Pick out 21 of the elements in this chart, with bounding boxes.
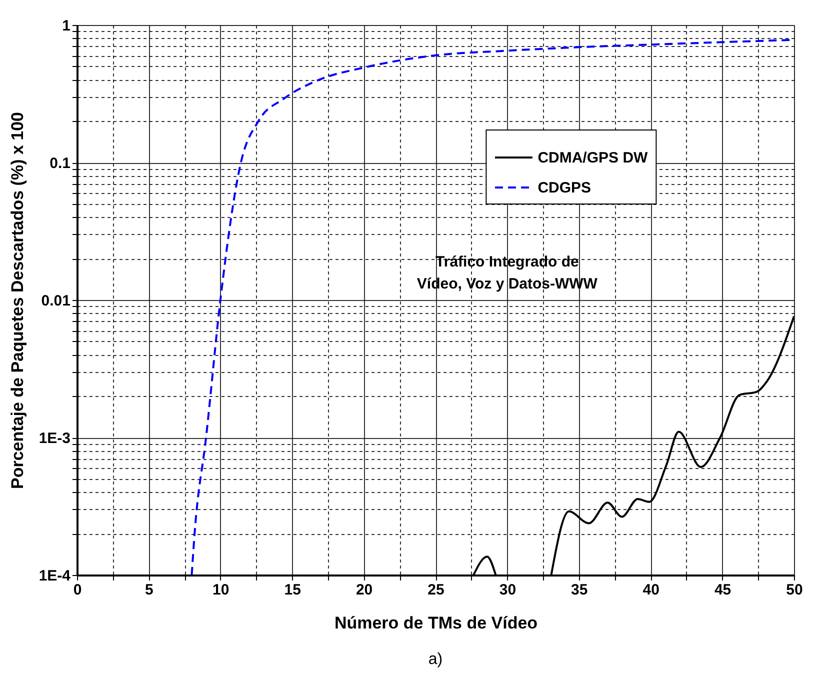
x-tick-label: 0: [73, 582, 82, 598]
y-axis-title: Porcentaje de Paquetes Descartados (%) x 100: [8, 112, 27, 489]
x-tick-label: 35: [571, 582, 588, 598]
x-tick-label: 45: [714, 582, 732, 598]
y-tick-label: 1E-3: [38, 430, 70, 447]
x-tick-label: 5: [145, 582, 154, 598]
x-tick-label: 30: [499, 582, 516, 598]
y-tick-label: 0.1: [50, 155, 70, 172]
x-tick-label: 50: [786, 582, 803, 598]
x-tick-label: 15: [284, 582, 301, 598]
x-tick-label: 20: [356, 582, 373, 598]
x-tick-label: 25: [428, 582, 444, 598]
legend-label: CDMA/GPS DW: [538, 150, 649, 166]
x-axis-title: Número de TMs de Vídeo: [334, 614, 538, 632]
x-tick-label: 10: [212, 582, 230, 598]
y-tick-label: 1E-4: [38, 568, 72, 584]
legend-label: CDGPS: [538, 180, 592, 196]
y-tick-label: 0.01: [41, 292, 70, 310]
x-tick-label: 40: [642, 582, 660, 598]
text: a): [428, 651, 443, 668]
y-tick-label: 1: [62, 18, 70, 34]
